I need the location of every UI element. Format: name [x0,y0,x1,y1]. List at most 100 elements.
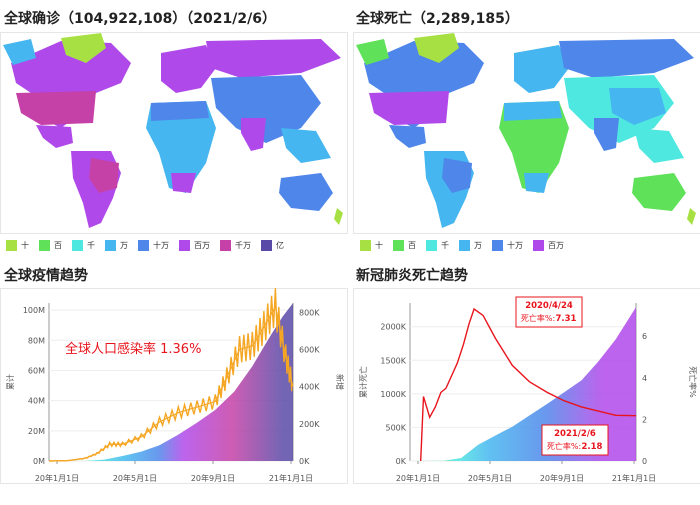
legend-label: 万 [120,241,128,250]
map-region-alaska [356,39,389,65]
legend-confirmed-item[interactable]: 百万 [179,240,210,251]
map-region-greenland [61,33,106,63]
daily-new-jagged-line [48,288,293,462]
map-region-brazil [442,158,472,193]
map-region-brazil [89,158,119,193]
map-region-australia [632,173,686,211]
y-tick-label-left: 40M [28,397,45,406]
legend-confirmed-item[interactable]: 百 [39,240,62,251]
y-tick-label-right: 0K [299,457,310,466]
map-region-australia [279,173,333,211]
map-region-europe [514,45,569,93]
legend-confirmed-item[interactable]: 千 [72,240,95,251]
y-tick-label-left: 0K [396,457,407,466]
legend-label: 千万 [235,241,251,250]
chart-confirmed: 0M 20M 40M 60M 80M 100M 0K 200K 400K 600K 800K 20年1… [5,288,345,483]
y-tick-label-right: 2 [642,415,647,424]
map-region-russia [206,39,341,78]
map-region-new-zealand [334,208,343,225]
world-map-deaths[interactable] [353,32,700,234]
map-region-africa [146,101,216,193]
y-tick-label-right: 400K [299,383,320,392]
map-region-mexico [389,125,426,148]
legend-swatch [492,240,503,251]
legend-swatch [533,240,544,251]
x-tick-label: 20年1月1日 [396,473,440,483]
legend-confirmed-item[interactable]: 十 [6,240,29,251]
legend-label: 百万 [194,241,210,250]
map-region-southeast-asia [634,128,684,163]
world-map-deaths-svg [356,33,696,228]
legend-label: 千 [87,241,95,250]
y-tick-label-left: 500K [385,423,406,432]
legend-label: 千 [441,241,449,250]
legend-swatch [360,240,371,251]
map-region-usa [16,91,96,125]
legend-label: 亿 [276,241,284,250]
legend-label: 万 [474,241,482,250]
legend-swatch [138,240,149,251]
legend-deaths-item[interactable]: 千 [426,240,449,251]
legend-deaths-item[interactable]: 十 [360,240,383,251]
x-tick-label: 21年1月1日 [269,473,313,483]
cumulative-area [410,307,636,461]
map-region-north-africa [504,101,562,121]
y-tick-label-left: 80M [28,336,45,345]
legend-label: 十万 [153,241,169,250]
legend-deaths-item[interactable]: 百万 [533,240,564,251]
y-axis-label-right: 死亡率% [688,366,698,398]
legend-deaths: 十 百 千 万 十万 百万 [360,240,574,251]
map-region-india [241,118,266,151]
map-confirmed-title: 全球确诊（104,922,108）（2021/2/6） [4,11,276,27]
legend-swatch [220,240,231,251]
map-region-mexico [36,125,73,148]
legend-deaths-item[interactable]: 万 [459,240,482,251]
legend-swatch [72,240,83,251]
legend-swatch [261,240,272,251]
y-tick-label-right: 800K [299,308,320,317]
x-tick-label: 21年1月1日 [612,473,656,483]
legend-confirmed-item[interactable]: 千万 [220,240,251,251]
legend-label: 百 [54,241,62,250]
legend-swatch [6,240,17,251]
map-region-china [256,88,313,125]
chart-deaths-box: 0K 500K 1000K 1500K 2000K 0 2 4 6 20年1月1日 20年5月1日 2… [353,288,700,484]
legend-swatch [426,240,437,251]
y-tick-label-left: 20M [28,427,45,436]
x-tick-label: 20年5月1日 [113,473,157,483]
y-tick-label-left: 60M [28,366,45,375]
y-tick-label-left: 2000K [380,323,406,332]
world-map-confirmed-svg [3,33,343,228]
infection-rate-annotation: 全球人口感染率 1.36% [65,341,201,357]
legend-label: 十万 [507,241,523,250]
y-axis-label-right: 新增 [335,374,345,390]
y-tick-label-left: 1500K [380,356,406,365]
legend-deaths-item[interactable]: 十万 [492,240,523,251]
y-tick-label-right: 6 [642,332,647,341]
y-tick-label-left: 1000K [380,390,406,399]
legend-confirmed: 十百千万十万 百万 千万亿 [6,240,294,251]
legend-deaths-item[interactable]: 百 [393,240,416,251]
legend-confirmed-item[interactable]: 亿 [261,240,284,251]
map-region-alaska [3,39,36,65]
y-tick-label-left: 100M [23,306,45,315]
x-tick-label: 20年5月1日 [468,473,512,483]
legend-swatch [393,240,404,251]
latest-annotation-date: 2021/2/6 [554,429,596,439]
y-tick-label-left: 0M [33,457,45,466]
cumulative-area [49,303,293,461]
legend-swatch [179,240,190,251]
map-region-russia [559,39,694,78]
x-tick-label: 20年9月1日 [191,473,235,483]
map-region-north-africa [151,101,209,121]
peak-annotation-date: 2020/4/24 [525,301,573,311]
latest-annotation-rate-value: 2.18 [582,442,603,452]
trend-confirmed-title: 全球疫情趋势 [4,268,88,284]
legend-confirmed-item[interactable]: 十万 [138,240,169,251]
legend-confirmed-item[interactable]: 万 [105,240,128,251]
y-tick-label-right: 4 [642,374,647,383]
peak-annotation-rate-prefix: 死亡率%: [521,313,555,323]
world-map-confirmed[interactable] [0,32,348,234]
peak-annotation-box [515,296,583,328]
legend-label: 百 [408,241,416,250]
